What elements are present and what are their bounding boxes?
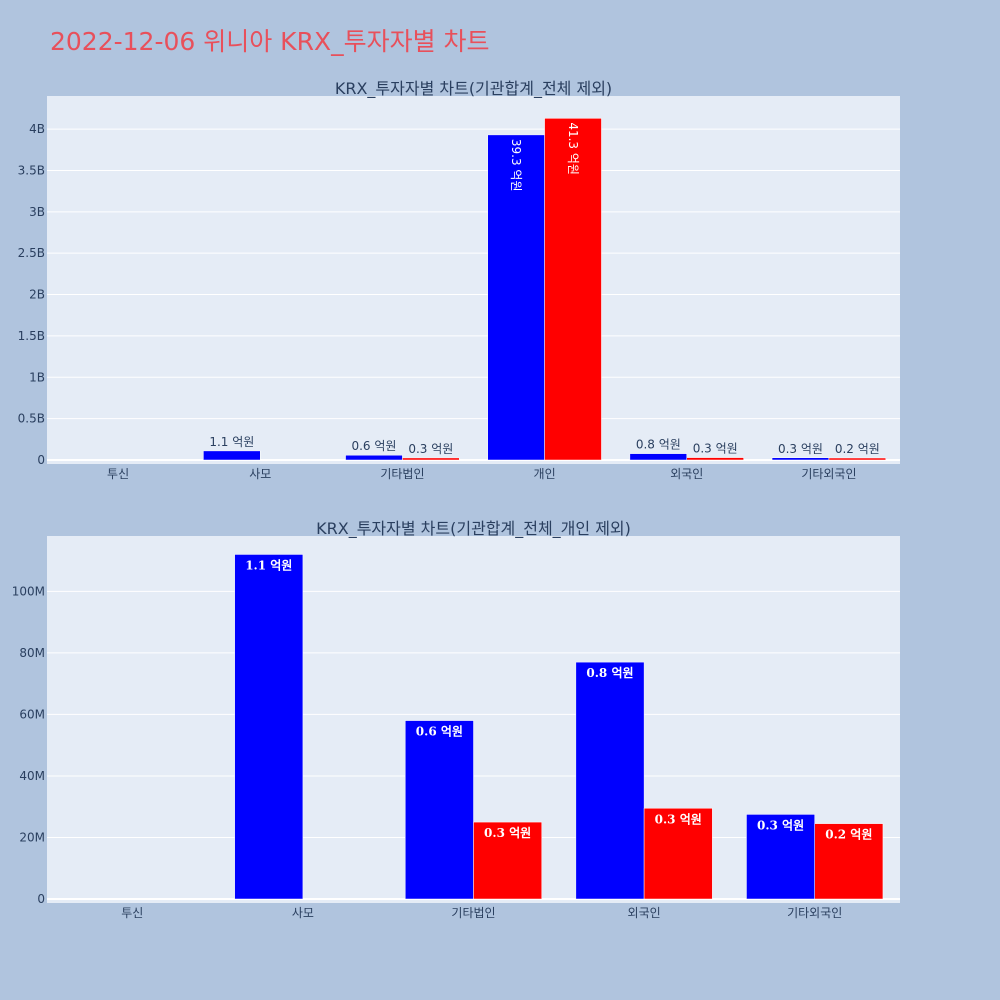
x-tick-label: 기타외국인 [787, 906, 842, 920]
y-tick-label: 2.5B [18, 246, 45, 260]
y-tick-label: 1.5B [18, 329, 45, 343]
y-tick-label: 40M [19, 769, 45, 783]
bar-red [544, 118, 602, 461]
y-tick-label: 1B [29, 370, 45, 384]
y-tick-label: 0 [37, 453, 45, 467]
y-tick-label: 60M [19, 707, 45, 721]
chart-title: KRX_투자자별 차트(기관합계_전체 제외) [335, 79, 612, 99]
y-tick-label: 3.5B [18, 163, 45, 177]
bar-value-label: 0.3 억원 [693, 442, 738, 456]
bar-value-label: 0.8 억원 [586, 666, 633, 680]
bar-value-label: 39.3 억원 [509, 139, 523, 192]
bar-value-label: 0.2 억원 [835, 442, 880, 456]
bar-value-label: 0.3 억원 [778, 442, 823, 456]
bar-red [473, 821, 542, 900]
x-tick-label: 투신 [121, 906, 143, 920]
bar-blue [629, 453, 688, 461]
bar-value-label: 0.3 억원 [757, 818, 804, 832]
bar-red [814, 823, 884, 900]
bar-value-label: 0.8 억원 [636, 438, 681, 452]
y-tick-label: 20M [19, 830, 45, 844]
bar-value-label: 1.1 억원 [245, 558, 292, 572]
bar-red [643, 808, 713, 900]
bar-value-label: 0.6 억원 [351, 439, 396, 453]
x-tick-label: 사모 [249, 467, 271, 481]
bar-value-label: 1.1 억원 [209, 435, 254, 449]
y-tick-label: 100M [12, 584, 45, 598]
x-tick-label: 외국인 [628, 906, 661, 920]
chart-title: KRX_투자자별 차트(기관합계_전체_개인 제외) [316, 519, 631, 539]
bar-value-label: 0.3 억원 [655, 812, 702, 826]
bar-blue [575, 661, 645, 900]
y-tick-label: 2B [29, 288, 45, 302]
bar-blue [345, 454, 403, 461]
bar-value-label: 0.6 억원 [416, 725, 463, 739]
y-tick-label: 4B [29, 122, 45, 136]
bar-value-label: 0.3 억원 [408, 442, 453, 456]
bar-red [686, 457, 744, 461]
x-tick-label: 기타법인 [380, 467, 424, 481]
bar-blue [234, 554, 304, 900]
x-tick-label: 사모 [292, 906, 314, 920]
chart-krx-investors-excluding-institutions: 0 0.5B 1B 1.5B 2B 2.5B 3B 3.5B 4B KRX_투자자별 차트(기관합… [18, 79, 900, 481]
bar-blue [771, 457, 830, 461]
bar-red [828, 457, 887, 461]
bar-value-label: 0.2 억원 [825, 828, 872, 842]
y-tick-label: 0 [37, 892, 45, 906]
x-tick-label: 기타외국인 [801, 467, 856, 481]
x-tick-label: 투신 [107, 467, 129, 481]
page-title: 2022-12-06 위니아 KRX_투자자별 차트 [50, 27, 490, 56]
bar-red [402, 457, 460, 461]
x-tick-label: 기타법인 [451, 906, 495, 920]
y-tick-label: 3B [29, 205, 45, 219]
chart-krx-investors-excluding-institutions-and-individuals: 0 20M 40M 60M 80M 100M KRX_투자자별 차트(기관합계_전체_개인 … [12, 519, 900, 920]
bar-value-label: 0.3 억원 [484, 826, 531, 840]
x-tick-label: 개인 [534, 467, 556, 481]
y-tick-label: 80M [19, 646, 45, 660]
x-tick-label: 외국인 [670, 467, 703, 481]
bar-value-label: 41.3 억원 [566, 122, 580, 175]
bar-blue [405, 720, 474, 900]
bar-blue [203, 450, 261, 461]
plot-area [47, 96, 900, 464]
y-tick-label: 0.5B [18, 412, 45, 426]
